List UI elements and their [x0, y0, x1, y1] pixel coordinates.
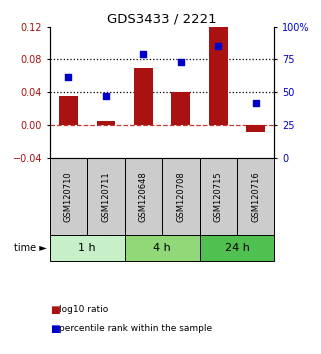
- Text: GSM120715: GSM120715: [214, 171, 223, 222]
- Point: [178, 59, 183, 65]
- Point: [66, 74, 71, 79]
- Bar: [50, 158, 87, 235]
- Text: GSM120711: GSM120711: [101, 171, 110, 222]
- Bar: [237, 158, 274, 235]
- Text: 1 h: 1 h: [78, 243, 96, 253]
- Bar: [247, 125, 265, 132]
- Bar: [125, 158, 162, 235]
- Text: GSM120708: GSM120708: [176, 171, 185, 222]
- Text: ■: ■: [50, 324, 59, 333]
- Text: log10 ratio: log10 ratio: [59, 305, 108, 314]
- Text: GSM120648: GSM120648: [139, 171, 148, 222]
- Bar: [209, 27, 228, 125]
- Bar: [171, 92, 190, 125]
- Point: [103, 93, 108, 99]
- Text: 24 h: 24 h: [225, 243, 249, 253]
- Text: ■: ■: [50, 305, 59, 315]
- Bar: [59, 96, 78, 125]
- Point: [253, 100, 258, 106]
- Bar: [97, 121, 115, 125]
- Bar: [200, 158, 237, 235]
- Bar: [87, 158, 125, 235]
- Point: [216, 44, 221, 49]
- Text: 4 h: 4 h: [153, 243, 171, 253]
- Bar: [200, 235, 274, 261]
- Text: GSM120710: GSM120710: [64, 171, 73, 222]
- Bar: [125, 235, 200, 261]
- Bar: [50, 235, 125, 261]
- Title: GDS3433 / 2221: GDS3433 / 2221: [107, 12, 217, 25]
- Text: GSM120716: GSM120716: [251, 171, 260, 222]
- Bar: [162, 158, 200, 235]
- Point: [141, 51, 146, 57]
- Bar: [134, 68, 153, 125]
- Text: percentile rank within the sample: percentile rank within the sample: [59, 324, 213, 333]
- Text: time ►: time ►: [14, 243, 47, 253]
